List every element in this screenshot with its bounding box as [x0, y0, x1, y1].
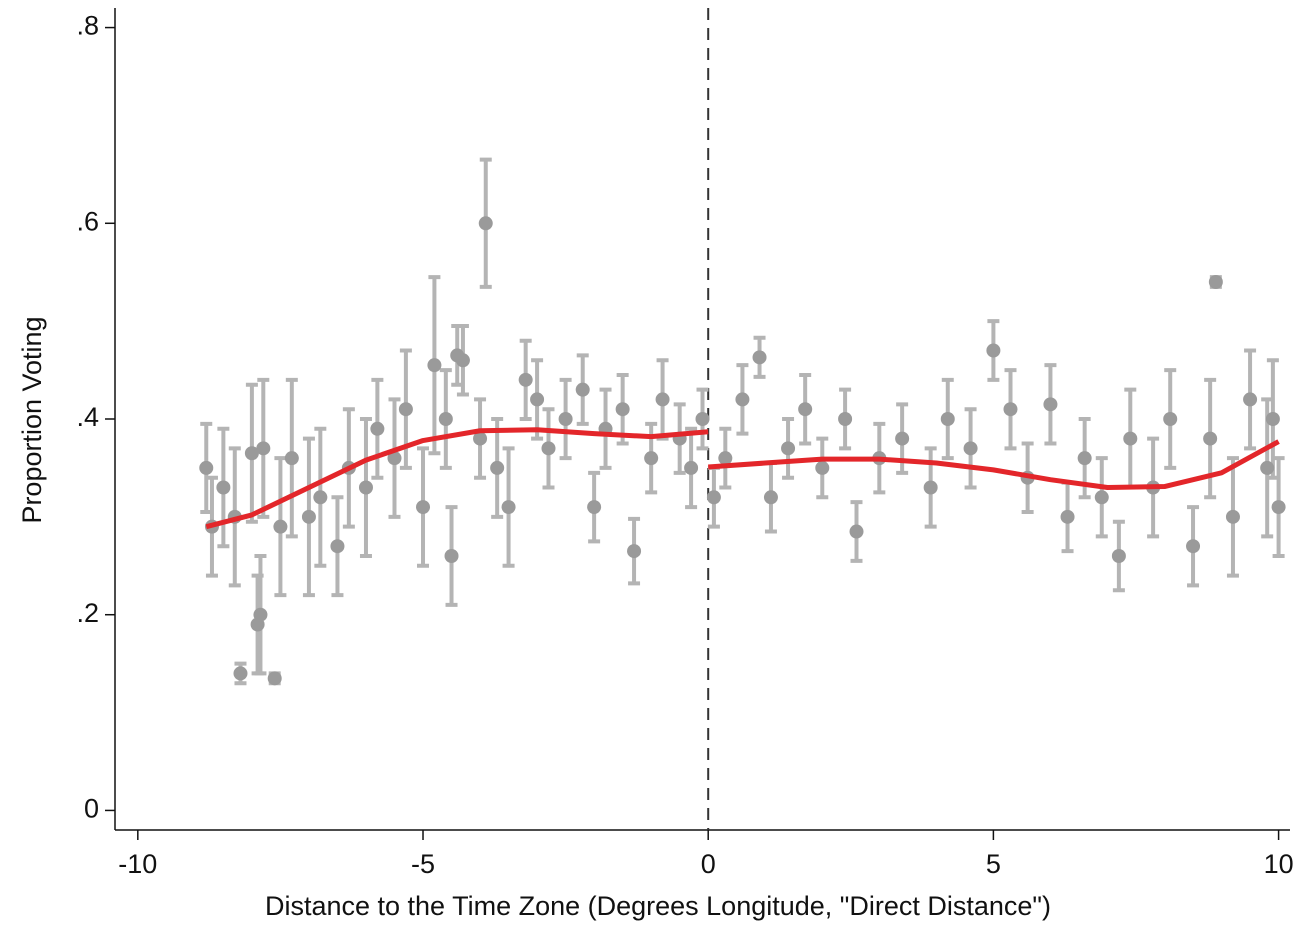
point — [427, 358, 442, 373]
point — [706, 490, 721, 505]
point — [387, 451, 402, 466]
point — [444, 549, 459, 563]
point — [244, 446, 259, 461]
point — [253, 607, 268, 622]
point — [735, 392, 750, 407]
point — [655, 392, 670, 407]
point — [644, 451, 659, 466]
point — [1225, 509, 1240, 524]
point — [1186, 539, 1201, 554]
x-tick-label: -5 — [411, 849, 435, 879]
point — [615, 402, 630, 417]
point — [1271, 500, 1286, 515]
point — [849, 524, 864, 539]
y-tick-label: 0 — [84, 794, 99, 824]
point — [1111, 549, 1126, 563]
point — [963, 441, 978, 456]
point — [416, 500, 431, 515]
point — [923, 480, 938, 495]
point — [490, 460, 505, 475]
point — [1208, 275, 1223, 289]
point — [199, 460, 214, 475]
point — [1265, 412, 1280, 426]
point — [330, 539, 345, 554]
x-tick-label: 5 — [986, 849, 1001, 879]
point — [1060, 509, 1075, 524]
point — [1003, 402, 1018, 417]
point — [781, 441, 796, 456]
point — [455, 353, 470, 368]
point — [473, 431, 488, 446]
y-tick-label: .8 — [76, 11, 99, 41]
point — [313, 490, 328, 505]
point — [370, 421, 385, 436]
point — [216, 480, 231, 495]
point — [358, 480, 373, 495]
x-tick-label: 10 — [1264, 849, 1294, 879]
point — [273, 519, 288, 534]
point — [684, 460, 699, 475]
point — [752, 350, 767, 365]
y-axis-title: Proportion Voting — [17, 316, 47, 523]
fit-line — [205, 427, 709, 530]
point — [838, 412, 853, 426]
point — [986, 343, 1001, 358]
point — [478, 216, 493, 231]
point — [695, 412, 710, 426]
x-axis-title: Distance to the Time Zone (Degrees Longi… — [265, 891, 1051, 921]
x-tick-label: -10 — [118, 849, 157, 879]
y-tick-label: .4 — [76, 402, 99, 432]
point — [256, 441, 271, 456]
point — [1043, 397, 1058, 412]
y-tick-label: .6 — [76, 206, 99, 236]
point — [1163, 412, 1178, 426]
point — [798, 402, 813, 417]
point — [1077, 451, 1092, 466]
point — [267, 671, 282, 686]
point — [575, 382, 590, 397]
point — [627, 544, 642, 559]
point — [895, 431, 910, 446]
x-tick-label: 0 — [701, 849, 716, 879]
point — [763, 490, 778, 505]
point — [1260, 460, 1275, 475]
point — [233, 666, 248, 681]
point — [718, 451, 733, 466]
fit-line — [708, 439, 1280, 490]
point — [1203, 431, 1218, 446]
point — [301, 509, 316, 524]
point — [940, 412, 955, 426]
point — [541, 441, 556, 456]
point — [558, 412, 573, 426]
point — [518, 372, 533, 387]
point — [284, 451, 299, 466]
point — [501, 500, 516, 515]
point — [1243, 392, 1258, 407]
point — [1123, 431, 1138, 446]
point — [438, 412, 453, 426]
point — [587, 500, 602, 515]
point — [1094, 490, 1109, 505]
point — [815, 460, 830, 475]
point — [530, 392, 545, 407]
point — [398, 402, 413, 417]
y-tick-label: .2 — [76, 598, 99, 628]
